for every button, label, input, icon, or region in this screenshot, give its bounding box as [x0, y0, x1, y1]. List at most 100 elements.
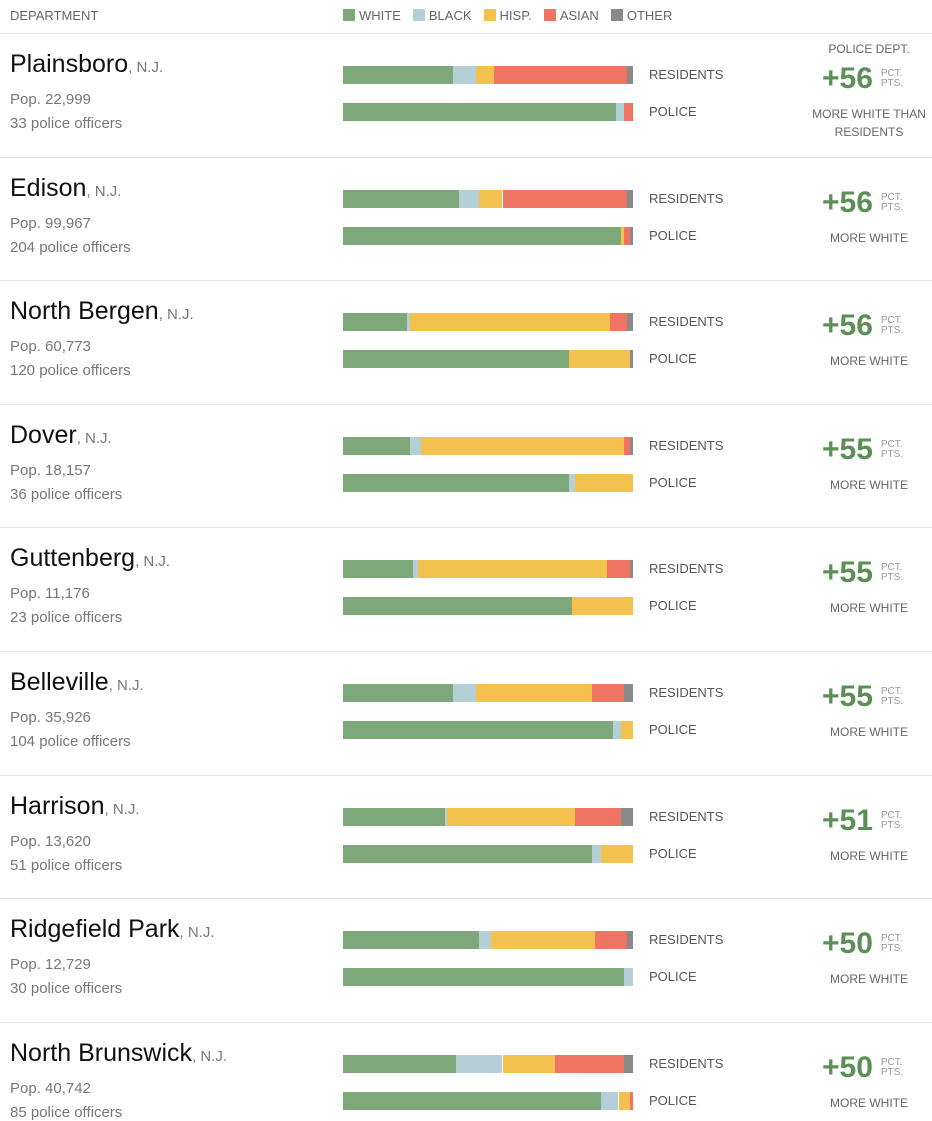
bar-segment: [343, 436, 410, 455]
legend-label: WHITE: [359, 8, 401, 23]
police-label: POLICE: [649, 104, 697, 119]
state: , N.J.: [135, 553, 171, 571]
bar-segment: [627, 931, 633, 950]
state: , N.J.: [192, 1047, 228, 1065]
header: DEPARTMENT: [10, 8, 99, 23]
bar-segment: [624, 968, 633, 987]
caption-below: MORE WHITE: [830, 972, 908, 987]
residents-label: RESIDENTS: [649, 685, 724, 700]
bar-segment: [630, 226, 633, 245]
state: , N.J.: [108, 677, 144, 694]
title-line: Plainsboro, N.J.: [10, 50, 163, 79]
title-line: Belleville, N.J.: [10, 668, 144, 697]
difference: +56 PCT. PTS.: [822, 62, 903, 96]
bar-segment: [618, 1091, 631, 1110]
title-line: Guttenberg, N.J.: [10, 544, 170, 573]
department-name: Guttenberg: [10, 544, 136, 573]
bar-segment: [595, 931, 628, 950]
unit: PCT. PTS.: [881, 687, 903, 707]
bar-segment: [343, 844, 593, 863]
caption-above: POLICE DEPT.: [828, 42, 910, 56]
state: , N.J.: [104, 800, 140, 818]
unit-bottom: PTS.: [880, 819, 904, 831]
bar-segment: [624, 436, 631, 455]
residents-label: RESIDENTS: [649, 808, 724, 824]
bar-segment: [343, 807, 445, 826]
separator: [0, 1021, 932, 1023]
population: Pop. 11,176: [10, 585, 90, 603]
difference: +55 PCT. PTS.: [822, 556, 903, 590]
unit-bottom: PTS.: [880, 201, 904, 213]
bar-segment: [412, 560, 419, 579]
department-name: North Brunswick: [10, 1038, 192, 1067]
bar-segment: [630, 436, 633, 455]
difference: +50 PCT. PTS.: [822, 1051, 903, 1085]
bar-segment: [601, 844, 633, 863]
bar-segment: [630, 560, 633, 579]
difference-value: +56: [822, 185, 873, 219]
bar-segment: [343, 350, 570, 369]
police-label: POLICE: [649, 227, 697, 243]
separator: [0, 527, 932, 529]
bar-segment: [490, 931, 596, 950]
bar-segment: [343, 313, 407, 332]
unit: PCT. PTS.: [881, 1057, 903, 1078]
legend-label: OTHER: [626, 8, 673, 23]
bar-segment: [343, 1054, 457, 1073]
unit: PCT. PTS.: [881, 316, 903, 336]
difference-value: +50: [822, 927, 873, 961]
bar-segment: [554, 1054, 625, 1073]
officers: 30 police officers: [10, 980, 123, 998]
bar-segment: [569, 473, 575, 492]
bar-segment: [343, 684, 454, 702]
bar-segment: [624, 684, 633, 702]
bar-segment: [621, 226, 625, 245]
bar-segment: [479, 931, 491, 950]
difference: +50 PCT. PTS.: [822, 927, 903, 961]
difference-value: +55: [822, 556, 873, 590]
unit: PCT. PTS.: [880, 191, 904, 213]
department-name: Harrison: [10, 791, 105, 820]
bar-segment: [459, 189, 480, 208]
legend-swatch: [412, 9, 425, 21]
title-line: North Bergen, N.J.: [10, 297, 194, 326]
bar-segment: [476, 684, 593, 702]
separator: [0, 33, 932, 34]
police-label: POLICE: [649, 722, 697, 737]
separator: [0, 403, 932, 405]
bar-segment: [479, 189, 503, 208]
bar-segment: [343, 1091, 602, 1110]
unit-top: PCT.: [880, 191, 903, 203]
residents-label: RESIDENTS: [649, 1055, 724, 1071]
police-label: POLICE: [649, 474, 697, 490]
residents-label: RESIDENTS: [649, 561, 724, 577]
department-name: Belleville: [10, 668, 109, 696]
bar-segment: [624, 1054, 633, 1073]
difference-value: +56: [822, 62, 873, 95]
officers: 51 police officers: [10, 856, 123, 874]
unit-top: PCT.: [880, 933, 903, 945]
unit-bottom: PTS.: [880, 696, 904, 707]
bar-segment: [624, 226, 631, 245]
difference-value: +51: [822, 803, 873, 837]
police-label: POLICE: [649, 845, 697, 861]
difference: +51 PCT. PTS.: [822, 804, 903, 838]
bar-segment: [575, 473, 633, 492]
unit-top: PCT.: [880, 562, 903, 574]
unit-bottom: PTS.: [880, 572, 904, 584]
unit: PCT. PTS.: [881, 934, 903, 954]
bar-segment: [630, 350, 633, 369]
bar-segment: [343, 560, 413, 579]
residents-label: RESIDENTS: [649, 437, 724, 453]
population: Pop. 22,999: [10, 91, 91, 108]
unit: PCT. PTS.: [881, 563, 903, 583]
bar-segment: [569, 350, 631, 369]
difference: +55 PCT. PTS.: [822, 680, 903, 714]
difference: +56 PCT. PTS.: [822, 309, 903, 343]
legend-label: HISP.: [499, 8, 532, 23]
legend-label: BLACK: [428, 8, 472, 23]
unit-top: PCT.: [880, 438, 903, 450]
department-name: Edison: [10, 173, 87, 202]
bar-segment: [343, 226, 622, 245]
